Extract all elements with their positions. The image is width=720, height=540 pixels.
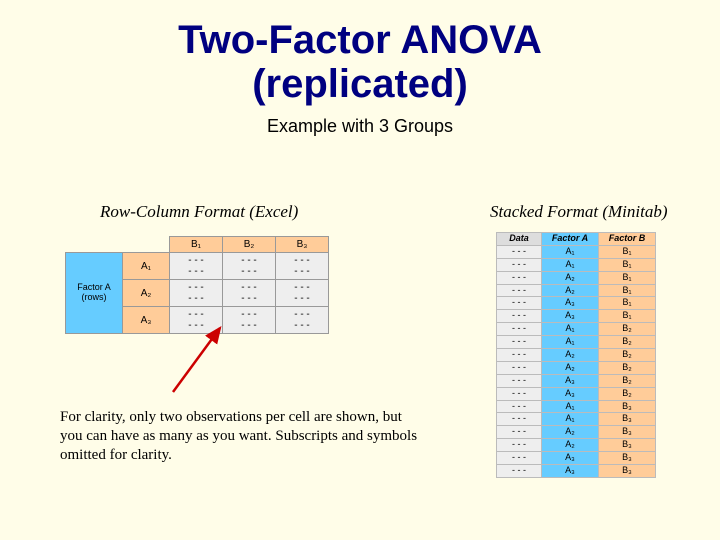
stacked-data-cell: - - -	[497, 284, 542, 297]
stacked-data-cell: - - -	[497, 336, 542, 349]
left-format-label: Row-Column Format (Excel)	[100, 202, 298, 222]
stacked-header-data: Data	[497, 233, 542, 246]
data-cell: - - -- - -	[223, 280, 276, 307]
table-row: - - -A₁B₁	[497, 245, 656, 258]
stacked-factor-a-cell: A₃	[542, 465, 599, 478]
stacked-data-cell: - - -	[497, 258, 542, 271]
stacked-data-cell: - - -	[497, 271, 542, 284]
stacked-data-cell: - - -	[497, 465, 542, 478]
stacked-factor-b-cell: B₃	[599, 413, 656, 426]
stacked-data-cell: - - -	[497, 452, 542, 465]
table-row: - - -A₃B₃	[497, 452, 656, 465]
stacked-factor-a-cell: A₃	[542, 374, 599, 387]
table-row: - - -A₁B₂	[497, 323, 656, 336]
table-row: - - -A₃B₂	[497, 387, 656, 400]
stacked-factor-a-cell: A₁	[542, 336, 599, 349]
stacked-data-cell: - - -	[497, 426, 542, 439]
table-row: - - -A₂B₂	[497, 349, 656, 362]
stacked-factor-a-cell: A₂	[542, 439, 599, 452]
stacked-data-cell: - - -	[497, 413, 542, 426]
data-cell: - - -- - -	[170, 280, 223, 307]
stacked-factor-b-cell: B₂	[599, 323, 656, 336]
stacked-data-cell: - - -	[497, 310, 542, 323]
stacked-factor-a-cell: A₂	[542, 426, 599, 439]
stacked-factor-b-cell: B₃	[599, 465, 656, 478]
stacked-factor-a-cell: A₁	[542, 245, 599, 258]
row-header-a3: A₃	[123, 307, 170, 334]
row-header-a1: A₁	[123, 253, 170, 280]
stacked-factor-b-cell: B₁	[599, 271, 656, 284]
stacked-factor-b-cell: B₃	[599, 452, 656, 465]
table-row: - - -A₃B₂	[497, 374, 656, 387]
stacked-factor-a-cell: A₃	[542, 297, 599, 310]
table-row: - - -A₃B₃	[497, 465, 656, 478]
data-cell: - - -- - -	[276, 280, 329, 307]
stacked-factor-b-cell: B₂	[599, 387, 656, 400]
stacked-factor-b-cell: B₃	[599, 439, 656, 452]
stacked-factor-b-cell: B₂	[599, 336, 656, 349]
stacked-factor-b-cell: B₂	[599, 349, 656, 362]
table-row: - - -A₂B₂	[497, 361, 656, 374]
clarity-note: For clarity, only two observations per c…	[60, 408, 420, 464]
slide-title: Two-Factor ANOVA (replicated)	[0, 0, 720, 106]
data-cell: - - -- - -	[223, 253, 276, 280]
arrow-icon	[165, 320, 235, 400]
stacked-data-cell: - - -	[497, 297, 542, 310]
stacked-factor-a-cell: A₂	[542, 349, 599, 362]
col-header-b1: B₁	[170, 237, 223, 253]
col-header-b3: B₃	[276, 237, 329, 253]
col-header-b2: B₂	[223, 237, 276, 253]
table-row: - - -A₃B₁	[497, 297, 656, 310]
table-row: - - -A₁B₂	[497, 336, 656, 349]
table-row: - - -A₂B₃	[497, 426, 656, 439]
stacked-table: Data Factor A Factor B - - -A₁B₁- - -A₁B…	[496, 232, 656, 478]
stacked-data-cell: - - -	[497, 245, 542, 258]
table-row: - - -A₁B₃	[497, 413, 656, 426]
stacked-data-cell: - - -	[497, 374, 542, 387]
right-format-label: Stacked Format (Minitab)	[490, 202, 668, 222]
data-cell: - - -- - -	[276, 253, 329, 280]
table-row: - - -A₃B₁	[497, 310, 656, 323]
table-row: - - -A₁B₁	[497, 258, 656, 271]
title-line-1: Two-Factor ANOVA	[178, 18, 542, 62]
stacked-factor-b-cell: B₁	[599, 245, 656, 258]
slide-subtitle: Example with 3 Groups	[0, 116, 720, 137]
stacked-data-cell: - - -	[497, 387, 542, 400]
stacked-factor-b-cell: B₁	[599, 310, 656, 323]
stacked-factor-a-cell: A₃	[542, 310, 599, 323]
table-row: - - -A₂B₃	[497, 439, 656, 452]
stacked-factor-b-cell: B₁	[599, 258, 656, 271]
stacked-factor-a-cell: A₁	[542, 413, 599, 426]
row-header-factor-a: Factor A(rows)	[66, 253, 123, 334]
stacked-data-cell: - - -	[497, 323, 542, 336]
stacked-factor-a-cell: A₁	[542, 323, 599, 336]
stacked-header-factor-a: Factor A	[542, 233, 599, 246]
stacked-data-cell: - - -	[497, 400, 542, 413]
row-header-a2: A₂	[123, 280, 170, 307]
data-cell: - - -- - -	[276, 307, 329, 334]
stacked-factor-a-cell: A₂	[542, 271, 599, 284]
stacked-data-cell: - - -	[497, 349, 542, 362]
stacked-factor-b-cell: B₂	[599, 374, 656, 387]
stacked-factor-b-cell: B₁	[599, 284, 656, 297]
stacked-header-factor-b: Factor B	[599, 233, 656, 246]
stacked-factor-a-cell: A₁	[542, 258, 599, 271]
title-line-2: (replicated)	[252, 62, 468, 106]
data-cell: - - -- - -	[170, 253, 223, 280]
stacked-factor-b-cell: B₁	[599, 297, 656, 310]
stacked-factor-b-cell: B₃	[599, 400, 656, 413]
stacked-factor-a-cell: A₂	[542, 284, 599, 297]
stacked-data-cell: - - -	[497, 439, 542, 452]
stacked-factor-a-cell: A₃	[542, 387, 599, 400]
table-row: - - -A₂B₁	[497, 271, 656, 284]
stacked-factor-a-cell: A₃	[542, 452, 599, 465]
stacked-factor-b-cell: B₃	[599, 426, 656, 439]
stacked-data-cell: - - -	[497, 361, 542, 374]
table-row: - - -A₁B₃	[497, 400, 656, 413]
stacked-factor-a-cell: A₂	[542, 361, 599, 374]
stacked-factor-b-cell: B₂	[599, 361, 656, 374]
table-row: - - -A₂B₁	[497, 284, 656, 297]
stacked-factor-a-cell: A₁	[542, 400, 599, 413]
